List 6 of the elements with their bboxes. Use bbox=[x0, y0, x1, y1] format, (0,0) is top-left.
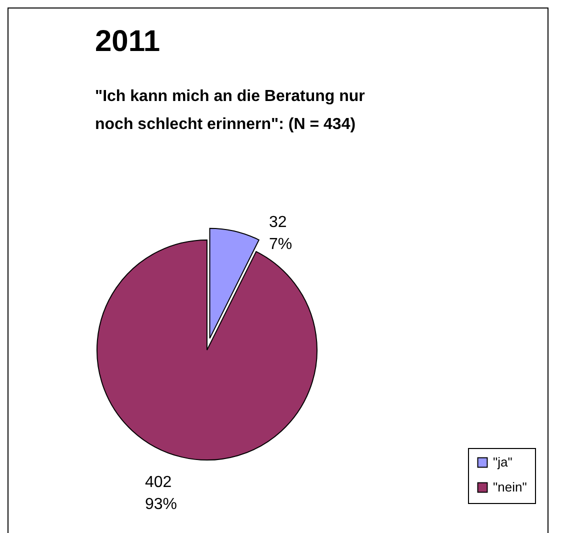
legend-label: "nein" bbox=[493, 480, 528, 494]
data-label: 32 7% bbox=[269, 214, 292, 253]
legend-label: "ja" bbox=[493, 454, 513, 470]
chart-subtitle: "Ich kann mich an die Beratung nur noch schlecht erinnern": (N = 434) bbox=[95, 88, 365, 133]
data-label: 402 93% bbox=[145, 474, 178, 513]
chart-title: 2011 bbox=[95, 25, 160, 58]
